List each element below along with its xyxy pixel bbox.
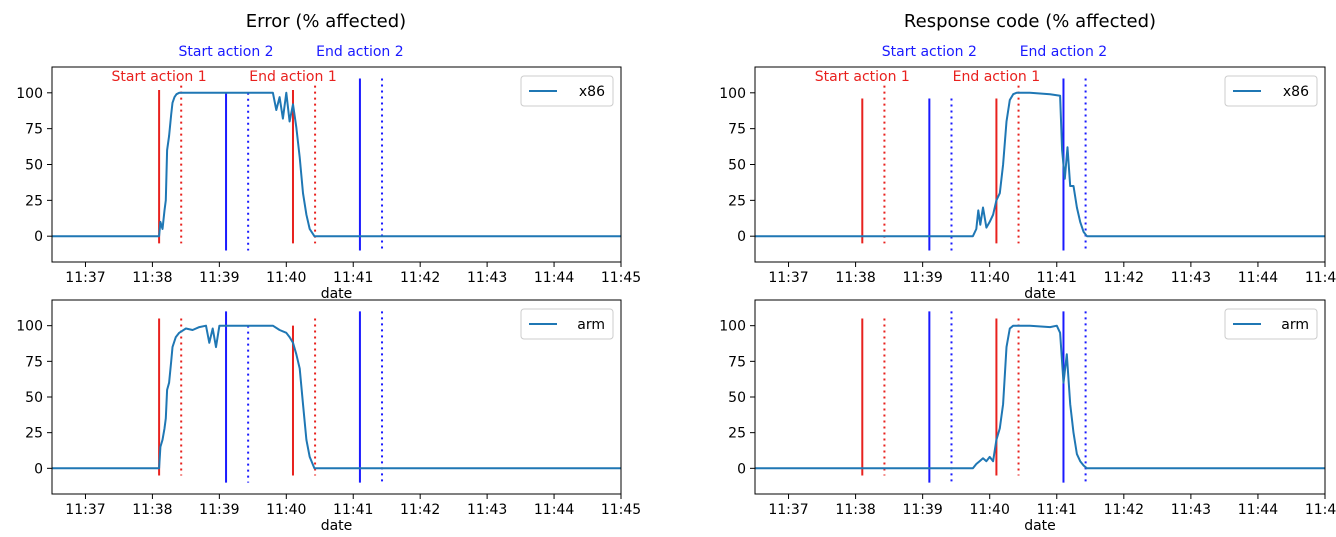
- y-tick-label: 100: [16, 319, 43, 335]
- title-error: Error (% affected): [246, 11, 406, 32]
- y-tick-label: 50: [728, 158, 746, 174]
- legend-box: [1224, 75, 1318, 107]
- legend-box: [1224, 308, 1318, 340]
- x-tick-label: 11:42: [400, 502, 440, 518]
- x-tick-label: 11:37: [768, 502, 808, 518]
- subplot-1: 0 25 50 75 100 11:37 11:38 11:39 11:40 11:41 11:42…: [16, 44, 641, 302]
- x-tick-label: 11:44: [1238, 270, 1278, 286]
- x-tick-label: 11:43: [467, 502, 507, 518]
- y-tick-label: 100: [719, 86, 746, 102]
- title-response-code: Response code (% affected): [904, 11, 1156, 32]
- x-tick-label: 11:38: [835, 270, 875, 286]
- x-tick-label: 11:40: [266, 502, 306, 518]
- axes-frame: [754, 299, 1326, 495]
- legend-label: x86: [1283, 84, 1309, 100]
- axes-frame: [754, 66, 1326, 263]
- x-tick-label: 11:42: [1104, 502, 1144, 518]
- legend-label: x86: [579, 84, 605, 100]
- y-tick-label: 0: [737, 229, 746, 245]
- annotation-end-action-1: End action 1: [249, 69, 337, 85]
- x-tick-label: 11:40: [970, 270, 1010, 286]
- y-tick-label: 50: [728, 390, 746, 406]
- y-tick-label: 75: [25, 122, 43, 138]
- x-tick-label: 11:41: [333, 270, 373, 286]
- x-tick-label: 11:43: [1171, 502, 1211, 518]
- x-tick-label: 11:43: [1171, 270, 1211, 286]
- x-axis-label: date: [1024, 518, 1056, 534]
- x-tick-label: 11:41: [333, 502, 373, 518]
- y-tick-label: 25: [25, 193, 43, 209]
- legend: x86: [520, 75, 614, 107]
- axes-frame: [51, 299, 622, 495]
- x-tick-label: 11:39: [902, 270, 942, 286]
- x-tick-label: 11:44: [534, 502, 574, 518]
- x-axis-label: date: [321, 518, 353, 534]
- x-tick-label: 11:39: [902, 502, 942, 518]
- series-arm: [52, 324, 621, 470]
- annotation-end-action-2: End action 2: [1020, 44, 1108, 60]
- legend: x86: [1224, 75, 1318, 107]
- x-axis-label: date: [321, 286, 353, 302]
- annotation-start-action-2: Start action 2: [178, 44, 273, 60]
- series-x86: [52, 91, 621, 238]
- x-axis-label: date: [1024, 286, 1056, 302]
- x-tick-label: 11:37: [65, 270, 105, 286]
- x-tick-label: 11:39: [199, 502, 239, 518]
- y-tick-label: 0: [737, 461, 746, 477]
- x-tick-label: 11:45: [1305, 502, 1336, 518]
- legend: arm: [1224, 308, 1318, 340]
- legend-box: [520, 75, 614, 107]
- x-tick-label: 11:38: [835, 502, 875, 518]
- annotation-end-action-2: End action 2: [316, 44, 404, 60]
- y-tick-label: 50: [25, 390, 43, 406]
- x-tick-label: 11:45: [601, 270, 641, 286]
- annotation-end-action-1: End action 1: [953, 69, 1041, 85]
- x-tick-label: 11:43: [467, 270, 507, 286]
- x-tick-label: 11:39: [199, 270, 239, 286]
- x-tick-label: 11:40: [970, 502, 1010, 518]
- annotation-start-action-1: Start action 1: [815, 69, 910, 85]
- x-tick-label: 11:42: [1104, 270, 1144, 286]
- annotation-start-action-1: Start action 1: [112, 69, 207, 85]
- series-arm: [755, 324, 1325, 470]
- x-tick-label: 11:45: [601, 502, 641, 518]
- legend-label: arm: [1281, 317, 1309, 333]
- x-tick-label: 11:41: [1037, 502, 1077, 518]
- y-tick-label: 25: [728, 193, 746, 209]
- legend: arm: [520, 308, 614, 340]
- annotation-start-action-2: Start action 2: [882, 44, 977, 60]
- x-tick-label: 11:37: [768, 270, 808, 286]
- legend-box: [520, 308, 614, 340]
- y-tick-label: 0: [34, 229, 43, 245]
- x-tick-label: 11:38: [132, 502, 172, 518]
- y-tick-label: 50: [25, 158, 43, 174]
- series-x86: [755, 91, 1325, 238]
- y-tick-label: 100: [16, 86, 43, 102]
- x-tick-label: 11:44: [534, 270, 574, 286]
- y-tick-label: 75: [728, 354, 746, 370]
- y-tick-label: 75: [728, 122, 746, 138]
- y-tick-label: 0: [34, 461, 43, 477]
- x-tick-label: 11:42: [400, 270, 440, 286]
- x-tick-label: 11:44: [1238, 502, 1278, 518]
- x-tick-label: 11:40: [266, 270, 306, 286]
- axes-frame: [51, 66, 622, 263]
- y-tick-label: 100: [719, 319, 746, 335]
- x-tick-label: 11:41: [1037, 270, 1077, 286]
- y-tick-label: 75: [25, 354, 43, 370]
- x-tick-label: 11:37: [65, 502, 105, 518]
- subplot-3: 0 25 50 75 100 11:37 11:38 11:39 11:40 11:41 11:42…: [16, 299, 641, 534]
- subplot-4: 0 25 50 75 100 11:37 11:38 11:39 11:40 11:41 11:42…: [719, 299, 1336, 534]
- legend-label: arm: [577, 317, 605, 333]
- x-tick-label: 11:38: [132, 270, 172, 286]
- y-tick-label: 25: [728, 426, 746, 442]
- x-tick-label: 11:45: [1305, 270, 1336, 286]
- subplot-2: 0 25 50 75 100 11:37 11:38 11:39 11:40 11:41 11:42…: [719, 44, 1336, 302]
- y-tick-label: 25: [25, 426, 43, 442]
